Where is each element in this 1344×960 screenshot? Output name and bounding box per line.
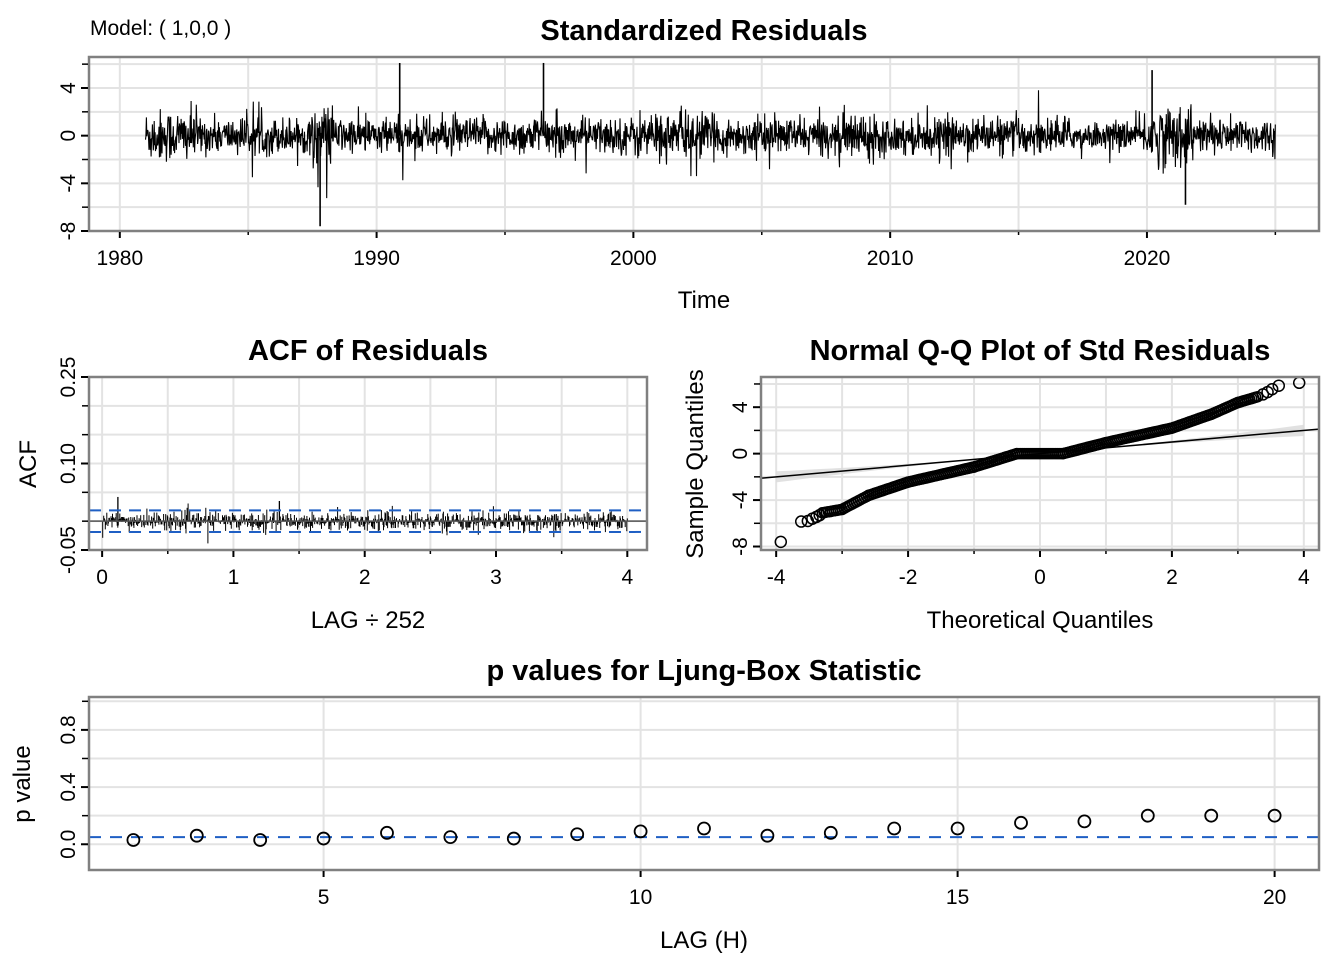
qq-point: [1272, 379, 1286, 392]
qq-frame: [759, 375, 1321, 552]
acf-frame: [87, 375, 649, 552]
ljung-box-point: [443, 830, 458, 845]
y-tick-label: 0.10: [57, 443, 80, 484]
y-tick-label: -8: [57, 222, 80, 241]
y-tick-label: 4: [57, 82, 80, 94]
ljung-box-point: [506, 831, 521, 846]
y-tick-label: 0.4: [57, 772, 80, 802]
qq-point: [813, 508, 826, 522]
qq-point: [794, 515, 808, 528]
x-tick-label: 0: [1034, 566, 1046, 589]
ljung-box-grid: [89, 697, 1319, 870]
residuals-y-axis: -8 -4 0 4: [57, 63, 88, 241]
ljung-box-point: [316, 831, 331, 846]
y-tick-label: -0.05: [57, 526, 80, 574]
qq-title: Normal Q-Q Plot of Std Residuals: [810, 335, 1271, 367]
y-tick-label: 0: [729, 448, 752, 460]
ljung-box-point: [633, 824, 648, 839]
ljung-box-point: [760, 828, 775, 843]
ljung-box-panel: p values for Ljung-Box Statistic 5 10 15 20…: [9, 655, 1321, 954]
qq-reference-line: [760, 428, 1320, 479]
acf-x-axis: 0 1 2 3 4: [96, 551, 633, 589]
ljung-box-point: [570, 827, 585, 842]
acf-xlabel: LAG ÷ 252: [311, 607, 426, 634]
ljung-box-point: [253, 833, 268, 847]
ljung-box-points: [126, 808, 1282, 847]
x-tick-label: 15: [946, 886, 969, 909]
x-tick-label: 4: [1298, 566, 1310, 589]
ljung-box-ylabel: p value: [9, 745, 36, 822]
qq-y-axis: -8 -4 0 4: [729, 383, 760, 556]
residual-line: [144, 90, 1276, 199]
qq-x-axis: -4 -2 0 2 4: [767, 551, 1310, 589]
y-tick-label: 0.0: [57, 830, 80, 859]
ljung-box-title: p values for Ljung-Box Statistic: [486, 655, 921, 687]
ljung-box-y-axis: 0.0 0.4 0.8: [57, 700, 88, 859]
qq-xlabel: Theoretical Quantiles: [927, 607, 1154, 634]
y-tick-label: 0.8: [57, 715, 80, 744]
x-tick-label: -4: [767, 566, 786, 589]
acf-ylabel: ACF: [15, 440, 42, 488]
qq-point: [774, 535, 788, 549]
residuals-panel: Standardized Residuals 1980 1990 2000 2010 2…: [57, 15, 1321, 314]
qq-ylabel: Sample Quantiles: [682, 369, 709, 558]
x-tick-label: 4: [621, 566, 633, 589]
y-tick-label: -4: [729, 490, 752, 509]
y-tick-label: 4: [729, 401, 752, 413]
residuals-frame: [87, 55, 1321, 233]
acf-title: ACF of Residuals: [248, 335, 488, 367]
ljung-box-point: [1140, 808, 1155, 823]
acf-confidence-bounds: [89, 509, 647, 533]
qq-points: [774, 376, 1306, 549]
acf-bars: [89, 496, 647, 544]
x-tick-label: 3: [490, 566, 502, 589]
y-tick-label: -4: [57, 174, 80, 193]
x-tick-label: 2: [1166, 566, 1178, 589]
x-tick-label: 0: [96, 566, 108, 589]
x-tick-label: 1990: [353, 247, 400, 270]
x-tick-label: -2: [899, 566, 918, 589]
ljung-box-point: [1077, 814, 1092, 829]
qq-panel: Normal Q-Q Plot of Std Residuals -4 -2 0 2 4…: [682, 335, 1321, 634]
ljung-box-frame: [87, 695, 1321, 872]
ljung-box-point: [1204, 808, 1219, 823]
x-tick-label: 2010: [867, 247, 914, 270]
residuals-x-axis: 1980 1990 2000 2010 2020: [96, 232, 1277, 270]
residuals-title: Standardized Residuals: [540, 15, 867, 47]
residuals-xlabel: Time: [678, 287, 730, 314]
x-tick-label: 1: [228, 566, 240, 589]
x-tick-label: 5: [318, 886, 330, 909]
x-tick-label: 2020: [1124, 247, 1171, 270]
ljung-box-point: [823, 825, 838, 840]
residuals-series: [144, 62, 1276, 227]
acf-panel: ACF of Residuals 0 1 2 3 4 -0.05 0.10 0.25 LAG…: [15, 335, 649, 634]
ljung-box-xlabel: LAG (H): [660, 927, 748, 954]
acf-y-axis: -0.05 0.10 0.25: [57, 357, 88, 574]
model-label: Model: ( 1,0,0 ): [90, 17, 231, 40]
qq-point: [1265, 382, 1279, 396]
ljung-box-point: [950, 821, 965, 836]
y-tick-label: 0.25: [57, 357, 80, 398]
ljung-box-point: [887, 821, 902, 836]
ljung-box-point: [1267, 808, 1282, 823]
ljung-box-x-axis: 5 10 15 20: [318, 871, 1286, 909]
x-tick-label: 2000: [610, 247, 657, 270]
qq-line: [760, 428, 1320, 479]
ljung-box-point: [126, 833, 141, 847]
ljung-box-point: [380, 825, 394, 840]
y-tick-label: 0: [57, 130, 80, 142]
ljung-box-point: [1014, 815, 1028, 830]
x-tick-label: 10: [629, 886, 652, 909]
ljung-box-point: [697, 821, 711, 836]
x-tick-label: 20: [1263, 886, 1286, 909]
x-tick-label: 1980: [96, 247, 143, 270]
y-tick-label: -8: [729, 537, 752, 556]
ljung-box-point: [189, 828, 204, 843]
x-tick-label: 2: [359, 566, 371, 589]
